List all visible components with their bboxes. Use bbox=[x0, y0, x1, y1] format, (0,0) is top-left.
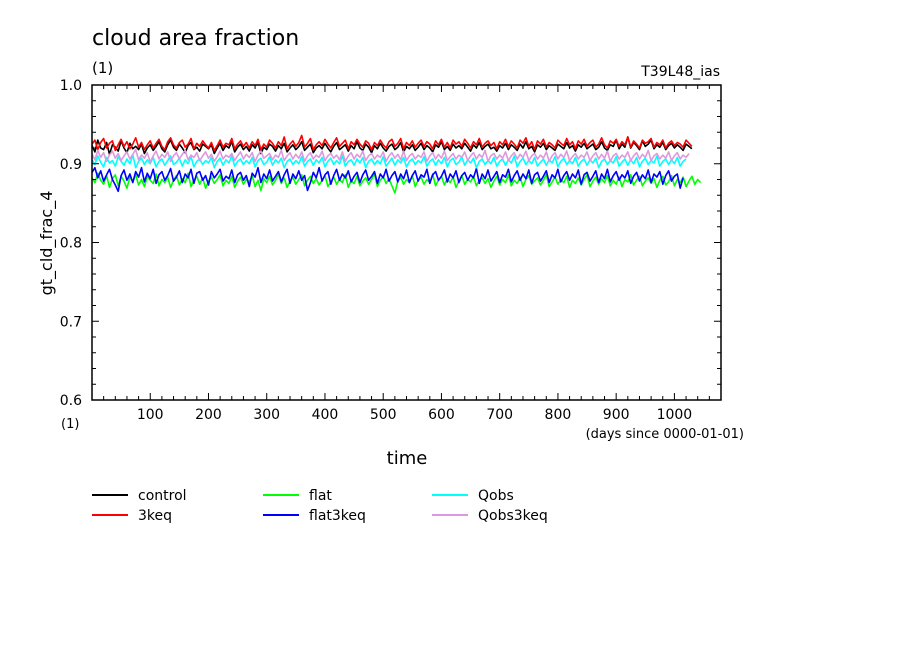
series-line-qobs bbox=[91, 154, 687, 169]
y-axis-label: gt_cld_frac_4 bbox=[37, 191, 57, 296]
legend-label-control: control bbox=[138, 488, 187, 504]
x-tick-label: 800 bbox=[545, 407, 572, 423]
x-tick-label: 200 bbox=[195, 407, 222, 423]
plot-frame bbox=[91, 84, 722, 401]
x-tick-label: 600 bbox=[428, 407, 455, 423]
series-layer bbox=[91, 134, 702, 194]
y-tick-label: 1.0 bbox=[60, 78, 82, 94]
chart-units: (1) bbox=[92, 59, 113, 77]
run-label: T39L48_ias bbox=[640, 64, 720, 80]
x-axis-units: (days since 0000-01-01) bbox=[586, 427, 744, 442]
chart-title: cloud area fraction bbox=[92, 26, 299, 51]
series-line-flat3keq bbox=[91, 166, 684, 193]
legend-label-flat: flat bbox=[309, 488, 332, 504]
x-tick-label: 900 bbox=[603, 407, 630, 423]
x-tick-label: 1000 bbox=[657, 407, 693, 423]
y-tick-label: 0.8 bbox=[60, 236, 82, 252]
legend-label-3keq: 3keq bbox=[138, 508, 172, 524]
series-line-3keq bbox=[91, 134, 693, 152]
x-axis-label: time bbox=[387, 448, 428, 469]
ticks-layer: 100 200 300 400 500 600 700 800 900 1000 0.6 0.7 0.8… bbox=[60, 78, 721, 423]
x-tick-label: 500 bbox=[370, 407, 397, 423]
y-tick-label: 0.6 bbox=[60, 393, 82, 409]
y-tick-label: 0.9 bbox=[60, 157, 82, 173]
y-axis-units: (1) bbox=[61, 417, 79, 432]
legend-label-qobs: Qobs bbox=[478, 488, 514, 504]
x-tick-label: 400 bbox=[312, 407, 339, 423]
legend-label-qobs3keq: Qobs3keq bbox=[478, 508, 548, 524]
legend-label-flat3keq: flat3keq bbox=[309, 508, 366, 524]
x-tick-label: 100 bbox=[137, 407, 164, 423]
series-line-qobs3keq bbox=[91, 148, 690, 163]
x-tick-label: 700 bbox=[486, 407, 513, 423]
x-tick-label: 300 bbox=[253, 407, 280, 423]
y-tick-label: 0.7 bbox=[60, 314, 82, 330]
legend: control 3keq flat flat3keq Qobs Qobs3keq bbox=[92, 488, 548, 524]
